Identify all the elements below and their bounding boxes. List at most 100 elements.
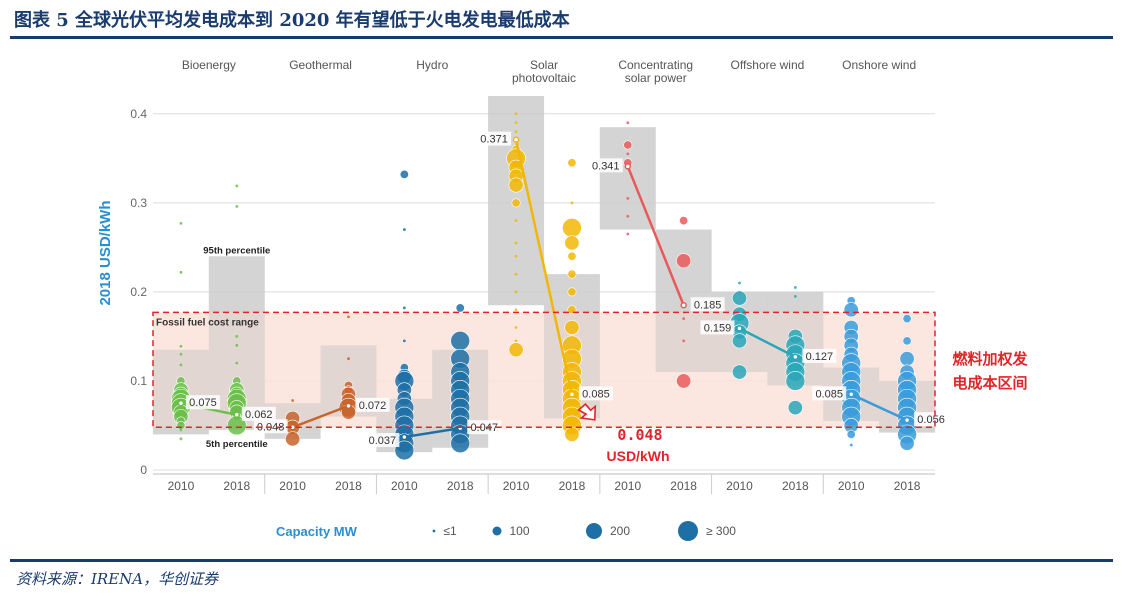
data-point xyxy=(179,363,183,367)
fossil-band-note: 电成本区间 xyxy=(952,374,1027,392)
average-label-bg xyxy=(365,433,400,448)
data-point xyxy=(793,286,797,289)
data-point xyxy=(291,399,295,402)
data-point xyxy=(514,308,518,312)
data-point xyxy=(567,251,577,261)
average-label-bg xyxy=(185,395,220,410)
x-tick-label: 2018 xyxy=(335,479,362,493)
fossil-fuel-range-label: Fossil fuel cost range xyxy=(156,317,259,328)
average-label-bg xyxy=(700,320,735,335)
average-marker xyxy=(792,353,799,361)
category-label: Solar xyxy=(530,58,558,72)
x-tick-label: 2010 xyxy=(726,479,753,493)
average-trend-line xyxy=(292,404,349,429)
data-point xyxy=(235,335,239,338)
data-point xyxy=(567,158,577,168)
data-point xyxy=(564,426,580,442)
x-tick-label: 2018 xyxy=(670,479,697,493)
data-point xyxy=(514,326,518,329)
data-point xyxy=(514,339,518,343)
data-point xyxy=(511,198,521,208)
data-point xyxy=(514,121,518,125)
data-point xyxy=(394,440,415,461)
data-point xyxy=(567,269,577,279)
data-point xyxy=(846,429,856,439)
data-point xyxy=(235,184,239,188)
fossil-band-note: 燃料加权发 xyxy=(952,350,1028,368)
average-value-label: 0.056 xyxy=(917,414,945,426)
page-title: 图表 5 全球光伏平均发电成本到 2020 年有望低于火电发电最低成本 xyxy=(14,10,570,31)
average-label-bg xyxy=(802,348,837,363)
title-divider xyxy=(10,36,1113,39)
percentile-95-label: 95th percentile xyxy=(203,245,270,256)
x-tick-label: 2010 xyxy=(391,479,418,493)
data-point xyxy=(843,302,859,318)
data-point xyxy=(626,197,630,200)
data-point xyxy=(347,315,350,319)
data-point xyxy=(455,303,465,313)
data-point xyxy=(508,177,524,193)
data-point xyxy=(514,112,518,116)
average-marker xyxy=(233,411,241,419)
y-tick-label: 0.1 xyxy=(130,374,147,388)
average-marker xyxy=(177,399,185,407)
category-label: Bioenergy xyxy=(182,58,236,72)
average-marker xyxy=(903,416,911,424)
data-point xyxy=(285,431,301,447)
data-point xyxy=(514,241,518,245)
average-marker xyxy=(401,433,408,441)
average-value-label: 0.037 xyxy=(369,435,397,447)
average-marker xyxy=(847,391,855,398)
average-label-bg xyxy=(467,420,502,435)
data-point xyxy=(626,214,630,218)
legend-label: 100 xyxy=(510,524,530,538)
legend-title: Capacity MW xyxy=(276,524,358,539)
average-marker xyxy=(512,136,520,143)
data-point xyxy=(626,152,630,156)
average-marker xyxy=(736,325,743,332)
data-point xyxy=(235,361,239,365)
legend-label: ≥ 300 xyxy=(706,524,736,538)
average-value-label: 0.075 xyxy=(189,397,217,409)
pv-target-unit: USD/kWh xyxy=(607,448,670,464)
data-point xyxy=(623,140,633,150)
pv-target-value: 0.048 xyxy=(617,426,662,444)
average-marker xyxy=(345,402,352,410)
average-value-label: 0.185 xyxy=(694,299,722,311)
average-value-label: 0.371 xyxy=(480,134,508,146)
data-point xyxy=(785,371,806,391)
data-point xyxy=(399,169,409,179)
down-arrow-icon xyxy=(577,403,597,421)
y-tick-label: 0 xyxy=(140,463,147,477)
average-marker xyxy=(568,391,576,398)
x-tick-label: 2010 xyxy=(168,479,195,493)
average-label-bg xyxy=(914,412,949,427)
average-label-bg xyxy=(253,419,288,434)
data-point xyxy=(731,364,747,380)
category-label: Concentrating xyxy=(618,58,693,72)
data-point xyxy=(570,201,574,205)
x-tick-label: 2018 xyxy=(447,479,474,493)
x-tick-label: 2018 xyxy=(223,479,250,493)
x-tick-label: 2010 xyxy=(279,479,306,493)
data-point xyxy=(402,306,406,310)
data-point xyxy=(514,254,518,258)
data-point xyxy=(562,217,582,238)
average-label-bg xyxy=(578,386,613,401)
average-label-bg xyxy=(477,131,512,146)
data-point xyxy=(514,130,518,134)
fossil-fuel-range-border xyxy=(152,311,936,429)
average-value-label: 0.085 xyxy=(815,388,843,400)
data-point xyxy=(508,342,524,358)
legend-bubble xyxy=(432,529,436,533)
data-point xyxy=(179,270,183,274)
average-trend-line xyxy=(738,327,796,359)
average-label-bg xyxy=(690,297,725,312)
footer-divider xyxy=(10,559,1113,562)
data-point xyxy=(731,333,747,349)
data-point xyxy=(402,339,406,343)
percentile-5-label: 5th percentile xyxy=(206,439,268,450)
average-label-bg xyxy=(588,158,623,173)
data-point xyxy=(176,420,186,430)
y-tick-label: 0.4 xyxy=(130,107,147,121)
